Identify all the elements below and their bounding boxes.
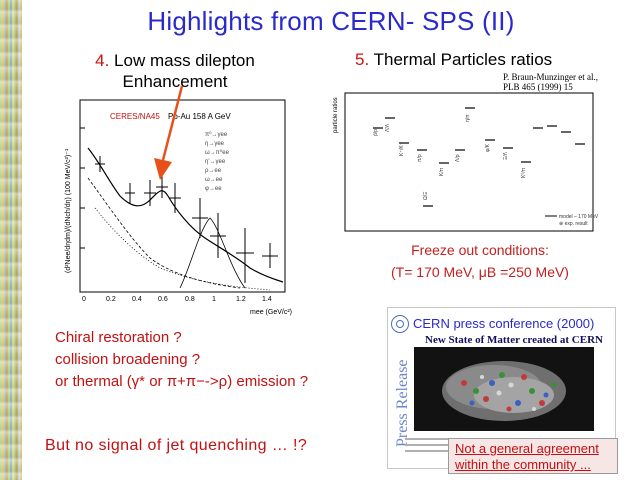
svg-text:Λ/p: Λ/p — [455, 154, 461, 162]
svg-text:ω→ee: ω→ee — [205, 177, 223, 183]
note-line1: Not a general agreement — [455, 441, 599, 456]
section-4-line2: Enhancement — [122, 72, 228, 91]
svg-text:model – 170 MeV: model – 170 MeV — [559, 214, 599, 220]
svg-text:K⁺/K⁻: K⁺/K⁻ — [399, 142, 405, 156]
arrow-pointer — [154, 85, 184, 180]
plot-y-axis-label: (d²Nee/dηdm)/(dNch/dη) (100 MeV/c²)⁻¹ — [65, 148, 72, 273]
svg-text:Ω/Ξ: Ω/Ξ — [423, 191, 429, 200]
press-headline: New State of Matter created at CERN — [425, 334, 603, 346]
section-5-heading: 5. Thermal Particles ratios — [355, 50, 552, 70]
plot-total-cocktail-curve — [87, 147, 284, 283]
press-conference-heading: CERN press conference (2000) — [413, 316, 595, 331]
svg-text:p̄/p: p̄/p — [373, 129, 379, 136]
chiral-line3: or thermal (γ* or π+π−->ρ) emission ? — [55, 373, 309, 390]
svg-text:φ/K: φ/K — [485, 143, 491, 152]
freeze-line1: Freeze out conditions: — [411, 242, 549, 258]
note-line2: within the community ... — [455, 457, 591, 472]
collision-event-image — [414, 347, 594, 431]
plot-dashed-component — [87, 177, 241, 289]
reference-line1: P. Braun-Munzinger et al., — [503, 72, 598, 82]
svg-text:π/p: π/p — [417, 154, 423, 162]
svg-text:φ→ee: φ→ee — [205, 186, 222, 192]
chiral-line2: collision broadening ? — [55, 351, 201, 368]
ratio-category-labels: p̄/p Λ̄/Λ K⁺/K⁻ π/p Ω/Ξ K/π Λ/p η/π φ/K … — [373, 114, 527, 200]
jet-quenching-statement: But no signal of jet quenching … !? — [45, 437, 308, 454]
svg-text:1.4: 1.4 — [262, 296, 272, 303]
svg-text:K⁰/π: K⁰/π — [521, 167, 527, 178]
section-5-text: Thermal Particles ratios — [373, 50, 553, 69]
decorative-side-stripe — [0, 0, 22, 480]
slide-title: Highlights from CERN- SPS (II) — [147, 6, 515, 36]
svg-text:η→γee: η→γee — [205, 141, 225, 147]
plot-rho-peak-curve — [179, 217, 246, 289]
freeze-out-conditions: Freeze out conditions: (T= 170 MeV, μB =… — [360, 239, 600, 283]
svg-text:K/π: K/π — [439, 167, 445, 176]
plot-system-label: Pb-Au 158 A GeV — [168, 112, 231, 121]
plot-x-axis-label: mee (GeV/c²) — [250, 309, 292, 316]
section-4-number: 4. — [95, 51, 110, 70]
svg-text:1.2: 1.2 — [236, 296, 246, 303]
svg-text:ω→π⁰ee: ω→π⁰ee — [205, 149, 230, 156]
svg-text:0.6: 0.6 — [158, 296, 168, 303]
section-5-number: 5. — [355, 50, 370, 69]
ratio-data-markers — [373, 107, 585, 207]
svg-text:1: 1 — [212, 296, 216, 303]
svg-text:⊕ exp. result: ⊕ exp. result — [559, 221, 588, 227]
svg-text:0.4: 0.4 — [132, 296, 142, 303]
section-4-heading: 4. Low mass dilepton Enhancement — [60, 50, 290, 92]
svg-text:π⁰→γee: π⁰→γee — [205, 131, 228, 138]
svg-text:Ξ/Λ: Ξ/Λ — [503, 151, 509, 160]
thermal-ratios-figure: particle ratios p̄/p Λ̄/Λ K⁺/K⁻ π/p Ω/Ξ … — [333, 92, 599, 232]
svg-text:ρ→ee: ρ→ee — [205, 168, 222, 174]
plot-dotted-component — [94, 207, 271, 291]
plot-experiment-label: CERES/NA45 — [110, 112, 160, 121]
plot-legend-items: π⁰→γee η→γee ω→π⁰ee η'→γee ρ→ee ω→ee φ→ee — [205, 131, 230, 192]
plot-x-tick-labels: 0 0.2 0.4 0.6 0.8 1 1.2 1.4 — [82, 296, 272, 303]
svg-text:Λ̄/Λ: Λ̄/Λ — [385, 123, 391, 132]
dilepton-mass-spectrum-figure: CERES/NA45 Pb-Au 158 A GeV (d²Nee/dηdm)/… — [65, 99, 292, 316]
chiral-line1: Chiral restoration ? — [55, 329, 182, 346]
freeze-line2: (T= 170 MeV, μB =250 MeV) — [391, 264, 569, 280]
svg-text:0.8: 0.8 — [185, 296, 195, 303]
plot-data-points — [95, 156, 278, 283]
ratios-y-axis-label: particle ratios — [333, 97, 339, 133]
section-4-line1: Low mass dilepton — [114, 51, 255, 70]
svg-text:0.2: 0.2 — [106, 296, 116, 303]
not-general-agreement-note: Not a general agreement within the commu… — [448, 438, 618, 474]
svg-text:η/π: η/π — [465, 114, 471, 122]
chiral-questions: Chiral restoration ? collision broadenin… — [55, 327, 308, 393]
svg-text:η'→γee: η'→γee — [205, 159, 226, 165]
ratios-legend: model – 170 MeV ⊕ exp. result — [545, 214, 599, 227]
svg-text:0: 0 — [82, 296, 86, 303]
reference-line2: PLB 465 (1999) 15 — [503, 82, 573, 92]
plot-y-ticks — [80, 127, 85, 249]
reference-citation: P. Braun-Munzinger et al., PLB 465 (1999… — [503, 72, 598, 92]
cern-logo-icon — [391, 315, 409, 333]
